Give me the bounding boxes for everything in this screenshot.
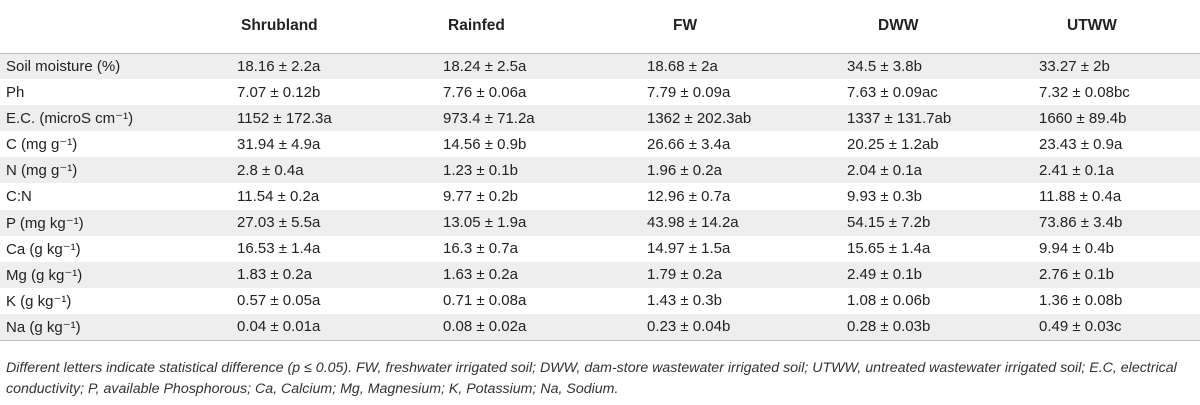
cell-utww: 23.43 ± 0.9a (1039, 135, 1123, 153)
soil-properties-table: Shrubland Rainfed FW DWW UTWW Soil moist… (0, 0, 1200, 341)
cell-rainfed: 1.63 ± 0.2a (443, 266, 518, 284)
table-footnote: Different letters indicate statistical d… (6, 360, 1177, 397)
cell-shrubland: 11.54 ± 0.2a (237, 188, 320, 206)
cell-utww: 73.86 ± 3.4b (1039, 214, 1123, 232)
row-label: N (mg g⁻¹) (6, 162, 78, 180)
cell-fw: 1.79 ± 0.2a (647, 266, 722, 284)
table-row: C (mg g⁻¹) 31.94 ± 4.9a 14.56 ± 0.9b 26.66 … (0, 131, 1200, 158)
cell-rainfed: 14.56 ± 0.9b (443, 135, 527, 153)
cell-shrubland: 0.04 ± 0.01a (205, 313, 403, 341)
cell-utww: 9.94 ± 0.4b (1039, 240, 1114, 258)
cell-utww: 7.32 ± 0.08bc (1039, 83, 1130, 101)
cell-utww: 1660 ± 89.4b (1039, 109, 1127, 127)
cell-rainfed: 9.77 ± 0.2b (443, 188, 518, 206)
row-label: P (mg kg⁻¹) (6, 214, 84, 232)
cell-fw: 1362 ± 202.3ab (647, 109, 752, 127)
cell-fw: 18.68 ± 2a (647, 57, 718, 75)
cell-dww: 9.93 ± 0.3b (847, 188, 922, 206)
table-row: Ca (g kg⁻¹) 16.53 ± 1.4a 16.3 ± 0.7a 14.97 … (0, 235, 1200, 262)
cell-shrubland: 16.53 ± 1.4a (237, 240, 321, 258)
cell-rainfed: 0.71 ± 0.08a (443, 292, 527, 310)
cell-dww: 15.65 ± 1.4a (847, 240, 931, 258)
table-row: K (g kg⁻¹) 0.57 ± 0.05a 0.71 ± 0.08a 1.43 ±… (0, 287, 1200, 314)
row-label: C (mg g⁻¹) (6, 136, 78, 154)
cell-rainfed: 0.08 ± 0.02a (403, 313, 603, 341)
cell-rainfed: 1.23 ± 0.1b (443, 161, 518, 179)
cell-fw: 1.43 ± 0.3b (647, 292, 722, 310)
cell-fw: 12.96 ± 0.7a (647, 188, 731, 206)
cell-dww: 2.49 ± 0.1b (847, 266, 922, 284)
cell-shrubland: 7.07 ± 0.12b (237, 83, 321, 101)
cell-rainfed: 16.3 ± 0.7a (443, 240, 518, 258)
cell-utww: 2.41 ± 0.1a (1039, 161, 1114, 179)
cell-dww: 34.5 ± 3.8b (847, 57, 922, 75)
column-header-shrubland: Shrubland (205, 0, 403, 54)
row-label: Na (g kg⁻¹) (0, 313, 205, 341)
cell-fw: 7.79 ± 0.09a (647, 83, 731, 101)
row-label: Ca (g kg⁻¹) (6, 240, 81, 258)
table-row: E.C. (microS cm⁻¹) 1152 ± 172.3a 973.4 ± 7… (0, 105, 1200, 132)
cell-rainfed: 7.76 ± 0.06a (443, 83, 527, 101)
cell-dww: 54.15 ± 7.2b (847, 214, 931, 232)
cell-dww: 20.25 ± 1.2ab (847, 135, 939, 153)
table-row: Soil moisture (%) 18.16 ± 2.2a 18.24 ± 2.5… (0, 53, 1200, 80)
cell-shrubland: 18.16 ± 2.2a (237, 57, 321, 75)
table-row: N (mg g⁻¹) 2.8 ± 0.4a 1.23 ± 0.1b 1.96 ± 0.… (0, 157, 1200, 184)
cell-shrubland: 1152 ± 172.3a (237, 109, 332, 127)
cell-shrubland: 2.8 ± 0.4a (237, 161, 304, 179)
row-label: C:N (6, 188, 32, 206)
header-row: Shrubland Rainfed FW DWW UTWW (0, 0, 1200, 54)
cell-fw: 43.98 ± 14.2a (647, 214, 739, 232)
cell-shrubland: 0.57 ± 0.05a (237, 292, 321, 310)
column-header-dww: DWW (803, 0, 999, 54)
row-label: K (g kg⁻¹) (6, 292, 72, 310)
cell-dww: 0.28 ± 0.03b (803, 313, 999, 341)
cell-rainfed: 18.24 ± 2.5a (443, 57, 527, 75)
cell-utww: 2.76 ± 0.1b (1039, 266, 1114, 284)
column-header-utww: UTWW (999, 0, 1200, 54)
table-row: P (mg kg⁻¹) 27.03 ± 5.5a 13.05 ± 1.9a 43.98… (0, 209, 1200, 236)
table-row: Na (g kg⁻¹) 0.04 ± 0.01a 0.08 ± 0.02a 0.23 … (0, 313, 1200, 341)
row-label: Ph (6, 83, 25, 101)
cell-shrubland: 1.83 ± 0.2a (237, 266, 312, 284)
cell-shrubland: 27.03 ± 5.5a (237, 214, 321, 232)
column-header-fw: FW (603, 0, 803, 54)
table-row: C:N 11.54 ± 0.2a 9.77 ± 0.2b 12.96 ± 0.7a 9.… (0, 183, 1200, 210)
column-header-rainfed: Rainfed (403, 0, 603, 54)
row-label: E.C. (microS cm⁻¹) (6, 110, 134, 128)
cell-rainfed: 13.05 ± 1.9a (443, 214, 527, 232)
cell-utww: 33.27 ± 2b (1039, 57, 1110, 75)
cell-utww: 0.49 ± 0.03c (999, 313, 1200, 341)
cell-dww: 1337 ± 131.7ab (847, 109, 952, 127)
column-header-blank (0, 0, 205, 54)
cell-utww: 1.36 ± 0.08b (1039, 292, 1123, 310)
cell-fw: 1.96 ± 0.2a (647, 161, 722, 179)
row-label: Mg (g kg⁻¹) (6, 266, 83, 284)
table-row: Ph 7.07 ± 0.12b 7.76 ± 0.06a 7.79 ± 0.09a 7.… (0, 79, 1200, 106)
cell-dww: 7.63 ± 0.09ac (847, 83, 938, 101)
table-row: Mg (g kg⁻¹) 1.83 ± 0.2a 1.63 ± 0.2a 1.79 ± … (0, 261, 1200, 288)
cell-shrubland: 31.94 ± 4.9a (237, 135, 321, 153)
cell-utww: 11.88 ± 0.4a (1039, 188, 1122, 206)
cell-rainfed: 973.4 ± 71.2a (443, 109, 535, 127)
cell-dww: 1.08 ± 0.06b (847, 292, 931, 310)
cell-fw: 14.97 ± 1.5a (647, 240, 731, 258)
cell-fw: 0.23 ± 0.04b (603, 313, 803, 341)
cell-dww: 2.04 ± 0.1a (847, 161, 922, 179)
cell-fw: 26.66 ± 3.4a (647, 135, 731, 153)
row-label: Soil moisture (%) (6, 57, 121, 75)
